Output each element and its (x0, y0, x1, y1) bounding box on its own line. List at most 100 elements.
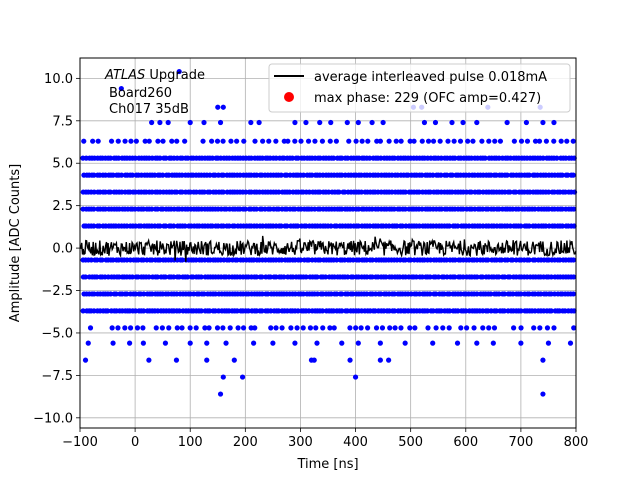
sample-point (109, 325, 115, 331)
sample-point (424, 308, 430, 314)
sample-point (548, 308, 554, 314)
sample-point (279, 325, 285, 331)
svg-text:ATLAS Upgrade: ATLAS Upgrade (104, 68, 205, 83)
sample-point (129, 172, 136, 178)
sample-point (201, 189, 207, 195)
sample-point (171, 223, 177, 229)
sample-point (160, 172, 166, 178)
x-tick-label: 800 (564, 435, 589, 450)
sample-point (163, 155, 169, 161)
sample-point (369, 119, 375, 126)
y-tick-label: 7.5 (52, 114, 73, 129)
sample-point (339, 340, 345, 346)
sample-point (307, 325, 314, 331)
sample-point (479, 274, 486, 280)
sample-point (540, 391, 546, 397)
sample-point (146, 357, 152, 363)
sample-point (391, 308, 398, 314)
sample-point (507, 189, 513, 195)
sample-point (149, 119, 155, 126)
sample-point (524, 138, 531, 144)
sample-point (248, 325, 254, 331)
sample-point (234, 308, 240, 314)
sample-point (334, 291, 340, 297)
sample-point (391, 206, 397, 212)
sample-point (285, 138, 291, 144)
sample-point (480, 325, 486, 331)
sample-point (540, 357, 546, 363)
sample-point (327, 138, 333, 144)
sample-point (118, 85, 124, 92)
sample-point (268, 325, 274, 331)
sample-point (347, 325, 353, 331)
sample-point (367, 155, 373, 161)
sample-point (159, 325, 165, 331)
sample-point (479, 138, 485, 144)
sample-point (127, 340, 133, 346)
atlas-annotation: ATLAS Upgrade Board260 Ch017 35dB (104, 68, 205, 117)
sample-point (201, 119, 207, 126)
sample-point (355, 119, 361, 126)
sample-point (179, 257, 185, 263)
x-axis-ticks: −100 0 100 200 300 400 500 600 700 800 (62, 428, 588, 450)
sample-point (398, 325, 404, 331)
sample-point (511, 138, 517, 144)
sample-point (220, 189, 226, 195)
sample-point (273, 325, 279, 331)
sample-point (452, 257, 458, 263)
x-tick-label: 100 (178, 435, 203, 450)
x-tick-label: 500 (398, 435, 423, 450)
sample-point (501, 308, 507, 314)
sample-point (115, 155, 122, 161)
sample-point (346, 138, 352, 144)
sample-point (339, 155, 345, 161)
sample-point (176, 274, 182, 280)
sample-point (513, 189, 519, 195)
sample-point (532, 206, 538, 212)
y-tick-label: 5.0 (52, 157, 73, 172)
sample-point (412, 325, 418, 331)
sample-point (124, 291, 130, 297)
sample-point (278, 172, 284, 178)
sample-point (445, 138, 451, 144)
sample-point (377, 138, 384, 144)
sample-point (129, 274, 136, 280)
sample-point (570, 172, 576, 178)
y-tick-label: 0.0 (52, 242, 73, 257)
sample-point (551, 119, 557, 126)
sample-point (220, 374, 226, 380)
sample-point (122, 138, 128, 144)
sample-point (558, 138, 564, 144)
sample-point (323, 274, 329, 280)
sample-point (184, 274, 191, 280)
sample-point (292, 340, 298, 346)
sample-point (559, 223, 566, 229)
sample-point (421, 119, 428, 126)
x-tick-label: 200 (233, 435, 258, 450)
sample-point (153, 325, 159, 331)
sample-point (444, 172, 450, 178)
sample-point (115, 138, 121, 144)
sample-point (358, 325, 364, 331)
sample-point (251, 340, 257, 346)
sample-point (273, 138, 279, 144)
sample-point (108, 138, 115, 144)
sample-point (259, 308, 265, 314)
sample-point (540, 119, 546, 126)
sample-point (207, 308, 213, 314)
sample-point (99, 257, 105, 263)
sample-point (132, 155, 138, 161)
sample-point (171, 274, 177, 280)
sample-point (419, 172, 425, 178)
sample-point (328, 119, 334, 126)
board-label: Board260 (109, 86, 172, 101)
sample-point (486, 138, 492, 144)
sample-point (501, 291, 508, 297)
sample-point (449, 172, 455, 178)
sample-point (240, 325, 247, 331)
sample-point (540, 155, 546, 161)
sample-point (235, 325, 241, 331)
sample-point (234, 138, 240, 144)
sample-point (295, 308, 301, 314)
